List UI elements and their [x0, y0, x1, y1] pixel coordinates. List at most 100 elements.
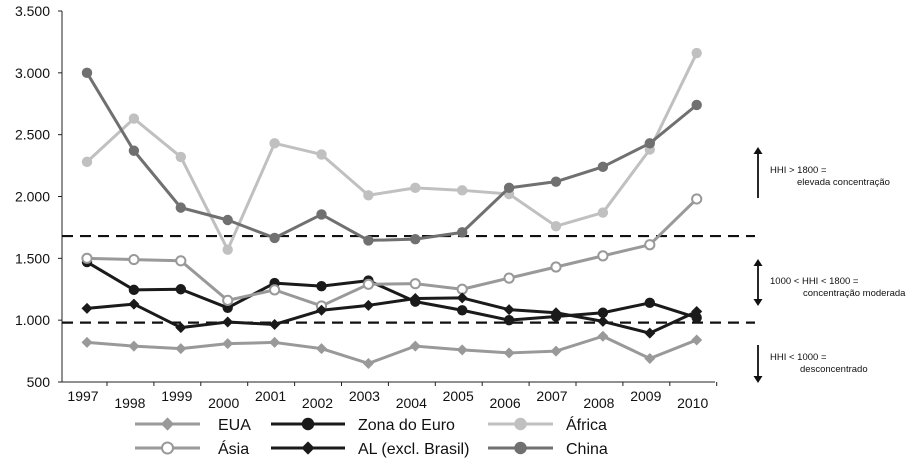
data-point	[691, 47, 702, 59]
annotation-text: desconcentrado	[800, 364, 868, 375]
data-point	[457, 305, 468, 316]
data-point	[363, 235, 374, 246]
x-tick-label: 2001	[255, 388, 286, 404]
data-point	[222, 316, 234, 328]
legend-item-asia: Ásia	[135, 439, 249, 458]
data-point	[363, 190, 374, 201]
legend-label: Zona do Euro	[358, 417, 455, 434]
annotation-text: HHI < 1000 =	[770, 352, 827, 363]
data-point	[81, 336, 93, 348]
y-tick-label: 1.000	[15, 312, 50, 328]
data-point	[409, 278, 421, 290]
data-point	[597, 330, 609, 342]
series-eua	[81, 330, 703, 369]
data-point	[503, 304, 515, 316]
data-point	[362, 278, 374, 290]
arrow-head	[753, 376, 763, 383]
data-point	[457, 227, 468, 238]
data-point	[410, 182, 421, 194]
axes: 500 1.000 1.500 2.000 2.500 3.000 3.500 1997 199…	[15, 3, 718, 411]
annotation-text: concentração moderada	[803, 288, 906, 299]
legend-label: China	[566, 441, 608, 458]
series-line	[86, 197, 698, 308]
data-point	[128, 340, 140, 352]
data-point	[456, 292, 468, 304]
series-line	[86, 296, 698, 335]
annotation-1: HHI > 1800 =elevada concentração	[753, 147, 890, 198]
data-point	[81, 302, 93, 314]
data-point	[691, 312, 702, 323]
legend-item-zona-do-euro: Zona do Euro	[271, 417, 455, 434]
data-point	[362, 357, 374, 369]
data-point	[691, 193, 703, 205]
data-point	[175, 151, 186, 163]
x-tick-label: 2004	[396, 395, 427, 411]
x-tick-label: 2009	[630, 388, 661, 404]
x-tick-label: 2000	[208, 395, 239, 411]
data-point	[503, 347, 515, 359]
legend-swatch-marker	[514, 441, 527, 455]
series-line	[85, 52, 699, 252]
legend-item-africa: África	[488, 415, 607, 434]
y-tick-label: 2.500	[15, 127, 50, 143]
legend-swatch-marker	[301, 441, 315, 455]
data-point	[128, 298, 140, 310]
data-point	[316, 209, 327, 220]
annotation-2: 1000 < HHI < 1800 =concentração moderada	[753, 259, 906, 306]
data-point	[644, 297, 655, 309]
data-point	[597, 315, 609, 327]
series-africa	[81, 47, 702, 255]
data-point	[128, 145, 140, 156]
data-point	[81, 67, 93, 79]
x-tick-label: 2003	[349, 388, 380, 404]
legend-item-china: China	[488, 441, 608, 458]
data-point	[409, 293, 421, 305]
data-point	[597, 161, 609, 173]
data-point	[691, 334, 703, 346]
y-tick-label: 3.000	[15, 65, 50, 81]
x-tick-label: 2008	[583, 395, 614, 411]
data-point	[644, 353, 656, 365]
data-point	[316, 343, 327, 355]
data-point	[410, 233, 421, 245]
data-point	[597, 207, 609, 218]
legend-swatch-marker	[160, 441, 175, 455]
y-tick-label: 3.500	[15, 3, 50, 19]
legend-item-eua: EUA	[135, 417, 251, 434]
legend-swatch-marker	[160, 417, 175, 431]
data-point	[691, 99, 702, 111]
data-point	[175, 255, 187, 267]
data-point	[269, 138, 280, 149]
data-point	[269, 336, 281, 348]
x-tick-label: 2002	[302, 395, 333, 411]
data-point	[503, 314, 515, 326]
data-point	[269, 284, 281, 296]
arrow-head	[753, 147, 763, 154]
data-point	[175, 202, 186, 213]
series-zona-do-euro	[81, 256, 702, 326]
data-point	[550, 220, 562, 232]
series-line	[85, 72, 698, 242]
data-point	[81, 156, 93, 168]
data-point	[175, 322, 187, 334]
data-point	[597, 250, 609, 262]
data-point	[316, 149, 327, 160]
x-tick-label: 1997	[67, 388, 98, 404]
x-tick-label: 2005	[443, 388, 474, 404]
data-point	[222, 338, 234, 350]
data-point	[175, 343, 187, 355]
data-point	[269, 318, 281, 330]
annotations: HHI > 1800 =elevada concentração 1000 < H…	[753, 147, 906, 383]
data-point	[456, 344, 468, 356]
x-tick-label: 2006	[490, 395, 521, 411]
data-point	[644, 327, 656, 339]
legend-swatch-marker	[301, 417, 315, 431]
legend: EUA Zona do Euro África Ásia AL (excl. Brasi…	[135, 415, 608, 458]
series-layer	[81, 47, 703, 369]
data-point	[503, 182, 515, 194]
data-point	[128, 113, 140, 124]
x-tick-label: 1999	[161, 388, 192, 404]
series-line	[86, 260, 698, 322]
annotation-text: elevada concentração	[797, 177, 890, 188]
data-point	[409, 340, 421, 352]
